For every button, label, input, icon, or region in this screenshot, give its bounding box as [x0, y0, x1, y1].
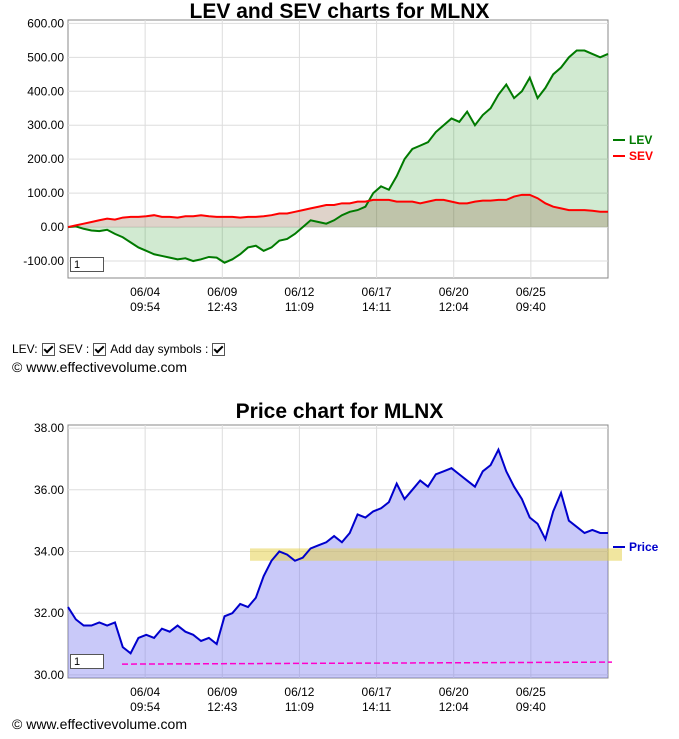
x-tick-time: 09:54: [130, 700, 160, 714]
legend-label: Price: [629, 540, 659, 554]
price-y-tick-labels: 38.00 36.00 34.00 32.00 30.00: [34, 421, 64, 682]
price-chart-title: Price chart for MLNX: [235, 400, 444, 423]
lev-line: [67, 49, 609, 264]
x-tick-date: 06/12: [284, 285, 314, 299]
y-tick-label: 30.00: [34, 668, 64, 682]
y-tick-label: 34.00: [34, 545, 64, 559]
lev-plot-area: [67, 19, 609, 279]
lev-y-tick-labels: 600.00 500.00 400.00 300.00 200.00 100.00 0.00…: [23, 16, 64, 268]
lev-area: [68, 50, 608, 263]
x-tick-date: 06/17: [362, 285, 392, 299]
legend-label: SEV: [629, 149, 653, 163]
x-tick-date: 06/09: [207, 685, 237, 699]
x-tick-time: 14:11: [362, 300, 391, 314]
lev-toggle-label: LEV:: [12, 342, 38, 356]
x-tick-date: 06/04: [130, 685, 160, 699]
series-toggles: LEV: SEV : Add day symbols :: [12, 342, 227, 356]
x-tick-date: 06/04: [130, 285, 160, 299]
y-tick-label: 32.00: [34, 606, 64, 620]
day-symbols-checkbox[interactable]: [212, 342, 226, 356]
lev-gridlines: [68, 20, 608, 278]
price-support-band: [121, 548, 622, 665]
x-tick-date: 06/17: [362, 685, 392, 699]
x-tick-time: 09:40: [516, 700, 546, 714]
x-tick-time: 12:43: [207, 300, 237, 314]
x-tick-time: 09:40: [516, 300, 546, 314]
y-tick-label: 36.00: [34, 483, 64, 497]
support-band: [250, 548, 622, 561]
sev-checkbox[interactable]: [93, 342, 107, 356]
x-tick-time: 12:43: [207, 700, 237, 714]
y-tick-label: -100.00: [23, 254, 64, 268]
y-tick-label: 100.00: [27, 186, 64, 200]
x-tick-time: 11:09: [285, 700, 314, 714]
y-tick-label: 38.00: [34, 421, 64, 435]
x-tick-date: 06/12: [284, 685, 314, 699]
copyright-top: © www.effectivevolume.com: [12, 359, 188, 375]
x-tick-date: 06/25: [516, 685, 546, 699]
x-tick-time: 14:11: [362, 700, 391, 714]
sev-line: [67, 193, 608, 229]
lev-range-input[interactable]: 1: [70, 257, 104, 272]
lev-checkbox[interactable]: [41, 342, 55, 356]
y-tick-label: 600.00: [27, 16, 64, 30]
price-series-line: [67, 447, 608, 655]
price-area: [68, 449, 608, 678]
x-tick-date: 06/20: [439, 285, 469, 299]
y-tick-label: 400.00: [27, 84, 64, 98]
price-area: [68, 449, 608, 678]
price-range-input[interactable]: 1: [70, 654, 104, 669]
x-tick-time: 09:54: [130, 300, 160, 314]
lev-legend: LEV SEV: [613, 133, 653, 163]
y-tick-label: 200.00: [27, 152, 64, 166]
lev-sev-chart: 600.00 500.00 400.00 300.00 200.00 100.00 0.00…: [23, 16, 653, 314]
x-tick-date: 06/25: [516, 285, 546, 299]
x-tick-time: 12:04: [439, 300, 469, 314]
legend-label: LEV: [629, 133, 652, 147]
x-tick-date: 06/09: [207, 285, 237, 299]
baseline-dashed: [121, 661, 613, 665]
lev-series-lines: [67, 49, 609, 264]
lev-sev-chart-title: LEV and SEV charts for MLNX: [189, 0, 490, 23]
y-tick-label: 0.00: [41, 220, 65, 234]
copyright-bottom: © www.effectivevolume.com: [12, 716, 188, 732]
x-tick-date: 06/20: [439, 685, 469, 699]
x-tick-time: 11:09: [285, 300, 314, 314]
x-tick-time: 12:04: [439, 700, 469, 714]
sev-toggle-label: SEV :: [58, 342, 90, 356]
price-line: [67, 447, 608, 655]
y-tick-label: 300.00: [27, 118, 64, 132]
day-symbols-label: Add day symbols :: [110, 342, 209, 356]
price-legend: Price: [613, 540, 659, 554]
y-tick-label: 500.00: [27, 50, 64, 64]
